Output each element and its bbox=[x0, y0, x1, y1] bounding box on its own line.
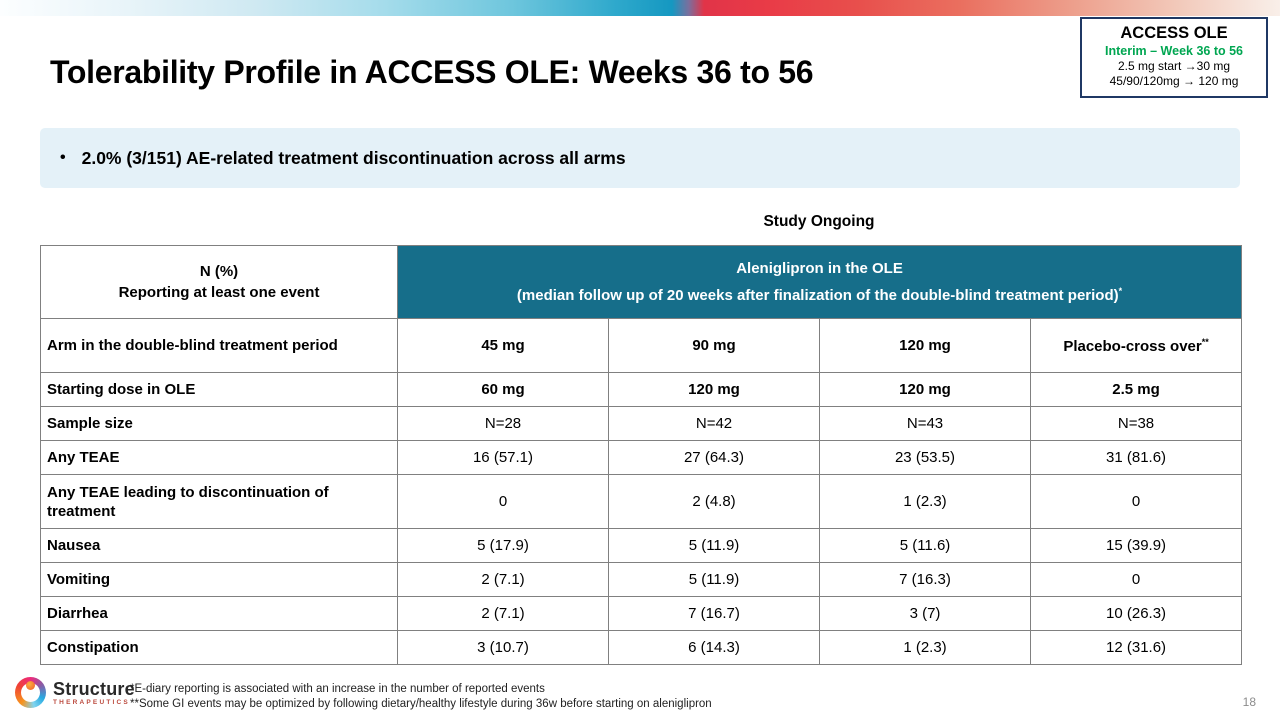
badge-dose-line-1: 2.5 mg start →30 mg bbox=[1117, 59, 1231, 73]
cell: 6 (14.3) bbox=[608, 630, 820, 665]
study-ongoing-label: Study Ongoing bbox=[763, 213, 875, 230]
cell: N=42 bbox=[608, 406, 820, 441]
row-label: Arm in the double-blind treatment period bbox=[40, 318, 398, 373]
badge-dose-line-2: 45/90/120mg → 120 mg bbox=[1109, 74, 1239, 88]
footnotes: *E-diary reporting is associated with an… bbox=[130, 682, 712, 712]
cell: 12 (31.6) bbox=[1029, 630, 1243, 665]
cell: 15 (39.9) bbox=[1029, 528, 1243, 563]
cell: 5 (11.9) bbox=[608, 562, 820, 597]
cell: 0 bbox=[397, 474, 609, 529]
row-label: Any TEAE leading to discontinuation of t… bbox=[40, 474, 398, 529]
cell: 2 (7.1) bbox=[397, 562, 609, 597]
cell: 120 mg bbox=[819, 372, 1031, 407]
cell-90mg: 90 mg bbox=[608, 318, 820, 373]
page-title: Tolerability Profile in ACCESS OLE: Week… bbox=[50, 54, 814, 90]
cell: 2.5 mg bbox=[1029, 372, 1243, 407]
footnote-2: **Some GI events may be optimized by fol… bbox=[130, 698, 712, 710]
cell-placebo: Placebo-cross over** bbox=[1029, 318, 1243, 373]
cell: 5 (11.6) bbox=[819, 528, 1031, 563]
cell-45mg: 45 mg bbox=[397, 318, 609, 373]
table-row-any-teae: Any TEAE 16 (57.1) 27 (64.3) 23 (53.5) 3… bbox=[40, 440, 1243, 475]
cell: 60 mg bbox=[397, 372, 609, 407]
badge-title: ACCESS OLE bbox=[1120, 24, 1228, 42]
table-row-arm: Arm in the double-blind treatment period… bbox=[40, 318, 1243, 373]
bullet-icon: • bbox=[60, 149, 66, 166]
cell: 3 (7) bbox=[819, 596, 1031, 631]
cell: 16 (57.1) bbox=[397, 440, 609, 475]
header-left-line1: N (%) bbox=[199, 263, 239, 280]
row-label: Constipation bbox=[40, 630, 398, 665]
table-row-starting-dose: Starting dose in OLE 60 mg 120 mg 120 mg… bbox=[40, 372, 1243, 407]
logo-wordmark: Structure bbox=[53, 678, 135, 699]
cell: 7 (16.3) bbox=[819, 562, 1031, 597]
cell: 2 (7.1) bbox=[397, 596, 609, 631]
table-row-constipation: Constipation 3 (10.7) 6 (14.3) 1 (2.3) 1… bbox=[40, 630, 1243, 665]
row-label: Starting dose in OLE bbox=[40, 372, 398, 407]
row-label: Sample size bbox=[40, 406, 398, 441]
footnote-marker-double: ** bbox=[1201, 336, 1209, 347]
cell: 120 mg bbox=[608, 372, 820, 407]
logo-dot-icon bbox=[26, 681, 35, 690]
key-point-callout: • 2.0% (3/151) AE-related treatment disc… bbox=[40, 128, 1240, 188]
cell: 1 (2.3) bbox=[819, 474, 1031, 529]
callout-text: 2.0% (3/151) AE-related treatment discon… bbox=[81, 147, 626, 168]
row-label: Any TEAE bbox=[40, 440, 398, 475]
table-header-row: N (%) Reporting at least one event Aleni… bbox=[40, 245, 1243, 319]
cell: 1 (2.3) bbox=[819, 630, 1031, 665]
row-label: Diarrhea bbox=[40, 596, 398, 631]
row-label: Nausea bbox=[40, 528, 398, 563]
logo-subtext: THERAPEUTICS bbox=[53, 698, 130, 706]
header-right-line1: Aleniglipron in the OLE bbox=[736, 259, 903, 277]
cell: 7 (16.7) bbox=[608, 596, 820, 631]
structure-therapeutics-logo: Structure THERAPEUTICS bbox=[15, 677, 135, 708]
table-row-vomiting: Vomiting 2 (7.1) 5 (11.9) 7 (16.3) 0 bbox=[40, 562, 1243, 597]
cell: 31 (81.6) bbox=[1029, 440, 1243, 475]
cell: N=43 bbox=[819, 406, 1031, 441]
cell: 10 (26.3) bbox=[1029, 596, 1243, 631]
page-number: 18 bbox=[1242, 695, 1256, 709]
cell: N=38 bbox=[1029, 406, 1243, 441]
structure-logo-icon bbox=[15, 677, 46, 708]
cell: 23 (53.5) bbox=[819, 440, 1031, 475]
access-ole-badge: ACCESS OLE Interim – Week 36 to 56 2.5 m… bbox=[1080, 17, 1268, 98]
gradient-bar bbox=[0, 0, 1280, 16]
cell: N=28 bbox=[397, 406, 609, 441]
table-row-nausea: Nausea 5 (17.9) 5 (11.9) 5 (11.6) 15 (39… bbox=[40, 528, 1243, 563]
table-row-diarrhea: Diarrhea 2 (7.1) 7 (16.7) 3 (7) 10 (26.3… bbox=[40, 596, 1243, 631]
row-label: Vomiting bbox=[40, 562, 398, 597]
header-right-line2: (median follow up of 20 weeks after fina… bbox=[516, 285, 1123, 304]
cell: 5 (17.9) bbox=[397, 528, 609, 563]
cell: 0 bbox=[1029, 474, 1243, 529]
table-row-sample-size: Sample size N=28 N=42 N=43 N=38 bbox=[40, 406, 1243, 441]
cell: 0 bbox=[1029, 562, 1243, 597]
badge-subtitle: Interim – Week 36 to 56 bbox=[1104, 44, 1244, 58]
header-right-cell: Aleniglipron in the OLE (median follow u… bbox=[396, 245, 1243, 319]
header-left-cell: N (%) Reporting at least one event bbox=[40, 245, 398, 319]
cell: 3 (10.7) bbox=[397, 630, 609, 665]
footnote-marker-single: * bbox=[1118, 285, 1123, 296]
cell: 5 (11.9) bbox=[608, 528, 820, 563]
cell-120mg: 120 mg bbox=[819, 318, 1031, 373]
cell: 2 (4.8) bbox=[608, 474, 820, 529]
table-row-teae-discontinuation: Any TEAE leading to discontinuation of t… bbox=[40, 474, 1243, 529]
header-left-line2: Reporting at least one event bbox=[118, 284, 320, 301]
cell: 27 (64.3) bbox=[608, 440, 820, 475]
footnote-1: *E-diary reporting is associated with an… bbox=[130, 683, 545, 695]
tolerability-table: N (%) Reporting at least one event Aleni… bbox=[40, 245, 1243, 665]
